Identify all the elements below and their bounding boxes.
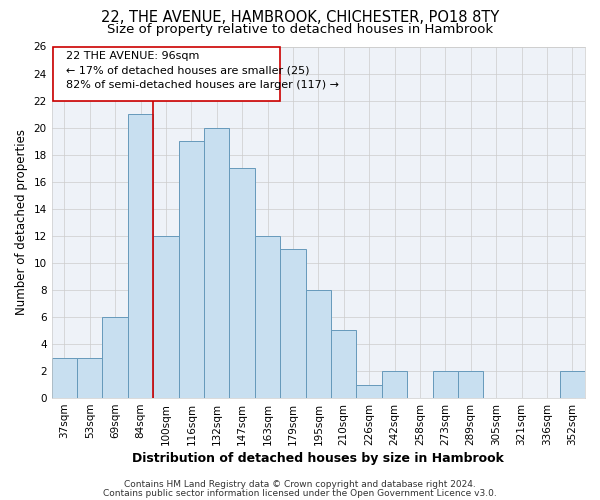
Bar <box>77 358 103 398</box>
Bar <box>356 384 382 398</box>
Bar <box>458 371 484 398</box>
Text: 82% of semi-detached houses are larger (117) →: 82% of semi-detached houses are larger (… <box>65 80 338 90</box>
Text: Contains HM Land Registry data © Crown copyright and database right 2024.: Contains HM Land Registry data © Crown c… <box>124 480 476 489</box>
Text: 22 THE AVENUE: 96sqm: 22 THE AVENUE: 96sqm <box>65 50 199 60</box>
Bar <box>382 371 407 398</box>
Y-axis label: Number of detached properties: Number of detached properties <box>15 130 28 316</box>
Bar <box>433 371 458 398</box>
Bar <box>331 330 356 398</box>
FancyBboxPatch shape <box>53 46 280 100</box>
Bar <box>128 114 153 398</box>
Text: ← 17% of detached houses are smaller (25): ← 17% of detached houses are smaller (25… <box>65 66 309 76</box>
Bar <box>229 168 255 398</box>
Text: 22, THE AVENUE, HAMBROOK, CHICHESTER, PO18 8TY: 22, THE AVENUE, HAMBROOK, CHICHESTER, PO… <box>101 10 499 25</box>
Bar <box>204 128 229 398</box>
Text: Contains public sector information licensed under the Open Government Licence v3: Contains public sector information licen… <box>103 488 497 498</box>
Bar <box>103 317 128 398</box>
Bar <box>179 141 204 398</box>
Bar <box>255 236 280 398</box>
Bar <box>560 371 585 398</box>
X-axis label: Distribution of detached houses by size in Hambrook: Distribution of detached houses by size … <box>133 452 504 465</box>
Bar <box>52 358 77 398</box>
Bar <box>280 250 305 398</box>
Text: Size of property relative to detached houses in Hambrook: Size of property relative to detached ho… <box>107 22 493 36</box>
Bar <box>153 236 179 398</box>
Bar <box>305 290 331 398</box>
